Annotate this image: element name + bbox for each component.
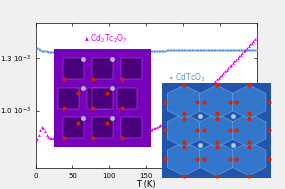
Text: $\bullet$ CdTcO$_3$: $\bullet$ CdTcO$_3$ <box>168 72 205 84</box>
X-axis label: T (K): T (K) <box>136 180 156 189</box>
Text: $\blacktriangle$ Cd$_2$Tc$_2$O$_7$: $\blacktriangle$ Cd$_2$Tc$_2$O$_7$ <box>84 33 128 45</box>
